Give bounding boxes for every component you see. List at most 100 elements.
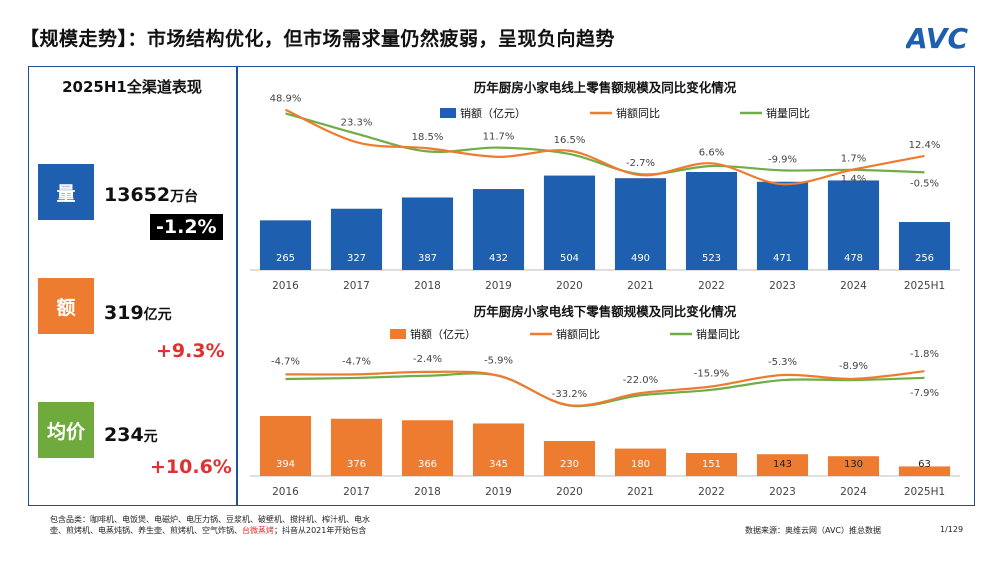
bar-value-label: 523	[702, 253, 721, 264]
line-volume-yoy	[285, 112, 925, 176]
volume-change: -1.2%	[150, 214, 223, 240]
line-amount-yoy	[285, 108, 925, 186]
x-tick-label: 2020	[556, 486, 583, 498]
legend-swatch-bar	[440, 108, 456, 118]
bar-2023	[756, 181, 809, 270]
footnote-line-2b: ；抖音从2021年开始包含	[274, 526, 367, 535]
bar-value-label: 478	[844, 253, 863, 264]
legend-label-volume-yoy: 销量同比	[696, 327, 740, 341]
x-tick-label: 2025H1	[904, 486, 945, 498]
yoy-data-label: -9.9%	[768, 154, 797, 165]
legend-label-volume-yoy: 销量同比	[766, 106, 810, 120]
volume-unit: 万台	[170, 189, 199, 205]
yoy-data-label: 6.6%	[699, 147, 724, 158]
line-amount-yoy	[285, 370, 925, 407]
x-tick-label: 2016	[272, 280, 299, 292]
bar-2019	[472, 189, 525, 270]
yoy-data-label: -4.7%	[342, 356, 371, 367]
footnote-line-1: 包含品类：咖啡机、电饭煲、电磁炉、电压力锅、豆浆机、破壁机、搅拌机、榨汁机、电水	[50, 515, 370, 524]
yoy-data-label: -0.5%	[910, 178, 939, 189]
legend-label-amount-yoy: 销额同比	[616, 106, 660, 120]
x-tick-label: 2023	[769, 280, 796, 292]
x-tick-label: 2022	[698, 280, 725, 292]
avg-price-change: +10.6%	[150, 456, 232, 478]
bar-value-label: 230	[560, 459, 579, 470]
panel-divider	[236, 66, 238, 506]
footnote-line-2a: 壶、煎烤机、电蒸炖锅、养生壶、煎烤机、空气炸锅、	[50, 526, 242, 535]
yoy-data-label: -2.4%	[413, 354, 442, 365]
bar-value-label: 180	[631, 459, 650, 470]
bar-value-label: 394	[276, 459, 295, 470]
amount-number: 319	[104, 302, 144, 324]
logo-text: AVC	[906, 22, 968, 54]
chart-title: 历年厨房小家电线下零售额规模及同比变化情况	[474, 304, 737, 319]
bar-2025H1	[898, 222, 951, 270]
avg-price-tile: 均价	[38, 402, 94, 458]
data-source: 数据来源：奥维云网（AVC）推总数据	[745, 526, 882, 535]
avg-price-value: 234元	[104, 424, 158, 446]
yoy-data-label: 12.4%	[909, 140, 941, 151]
bar-value-label: 504	[560, 253, 579, 264]
page-number: 1/129	[940, 525, 964, 534]
bar-value-label: 376	[347, 459, 366, 470]
yoy-data-label: 1.7%	[841, 154, 866, 165]
x-tick-label: 2018	[414, 486, 441, 498]
bar-value-label: 63	[918, 459, 931, 470]
chart-title: 历年厨房小家电线上零售额规模及同比变化情况	[474, 80, 737, 95]
bar-2017	[330, 208, 383, 270]
yoy-data-label: -4.7%	[271, 356, 300, 367]
x-tick-label: 2021	[627, 486, 654, 498]
avg-price-unit: 元	[143, 429, 158, 445]
bar-2019	[472, 423, 525, 476]
yoy-data-label: 16.5%	[554, 135, 586, 146]
bar-2021	[614, 448, 667, 476]
bar-2016	[259, 416, 312, 476]
yoy-data-label: -7.9%	[910, 388, 939, 399]
x-tick-label: 2023	[769, 486, 796, 498]
yoy-data-label: -1.8%	[910, 349, 939, 360]
x-tick-label: 2024	[840, 280, 867, 292]
yoy-data-label: -5.9%	[484, 356, 513, 367]
yoy-data-label: -5.3%	[768, 357, 797, 368]
legend-label-sales: 销额（亿元）	[460, 106, 526, 120]
bar-value-label: 327	[347, 253, 366, 264]
amount-change: +9.3%	[156, 340, 225, 362]
yoy-data-label: -8.9%	[839, 361, 868, 372]
footnote-highlight: 台微蒸烤	[242, 526, 274, 535]
page-title: 【规模走势】：市场结构优化，但市场需求量仍然疲弱，呈现负向趋势	[20, 28, 616, 50]
bar-value-label: 256	[915, 253, 934, 264]
bar-value-label: 387	[418, 253, 437, 264]
yoy-data-label: 11.7%	[483, 132, 515, 143]
amount-value: 319亿元	[104, 302, 172, 324]
x-tick-label: 2019	[485, 280, 512, 292]
legend-label-amount-yoy: 销额同比	[556, 327, 600, 341]
yoy-data-label: -2.7%	[626, 158, 655, 169]
bar-2018	[401, 197, 454, 270]
x-tick-label: 2017	[343, 280, 370, 292]
x-tick-label: 2018	[414, 280, 441, 292]
x-tick-label: 2017	[343, 486, 370, 498]
bar-value-label: 366	[418, 459, 437, 470]
x-tick-label: 2025H1	[904, 280, 945, 292]
x-tick-label: 2021	[627, 280, 654, 292]
left-panel-title: 2025H1全渠道表现	[62, 78, 202, 96]
amount-unit: 亿元	[143, 307, 172, 323]
bar-2024	[827, 180, 880, 270]
yoy-data-label: 23.3%	[341, 118, 373, 129]
yoy-data-label: -33.2%	[552, 389, 587, 400]
bar-value-label: 490	[631, 253, 650, 264]
avc-logo: AVC	[906, 22, 968, 54]
content-frame	[28, 66, 975, 506]
x-tick-label: 2016	[272, 486, 299, 498]
bar-value-label: 265	[276, 253, 295, 264]
bar-2025H1	[898, 466, 951, 476]
bar-2023	[756, 454, 809, 476]
bar-value-label: 345	[489, 459, 508, 470]
bar-value-label: 471	[773, 253, 792, 264]
yoy-data-label: 1.4%	[841, 174, 866, 185]
x-tick-label: 2020	[556, 280, 583, 292]
bar-2024	[827, 456, 880, 476]
x-tick-label: 2024	[840, 486, 867, 498]
line-volume-yoy	[285, 372, 925, 408]
